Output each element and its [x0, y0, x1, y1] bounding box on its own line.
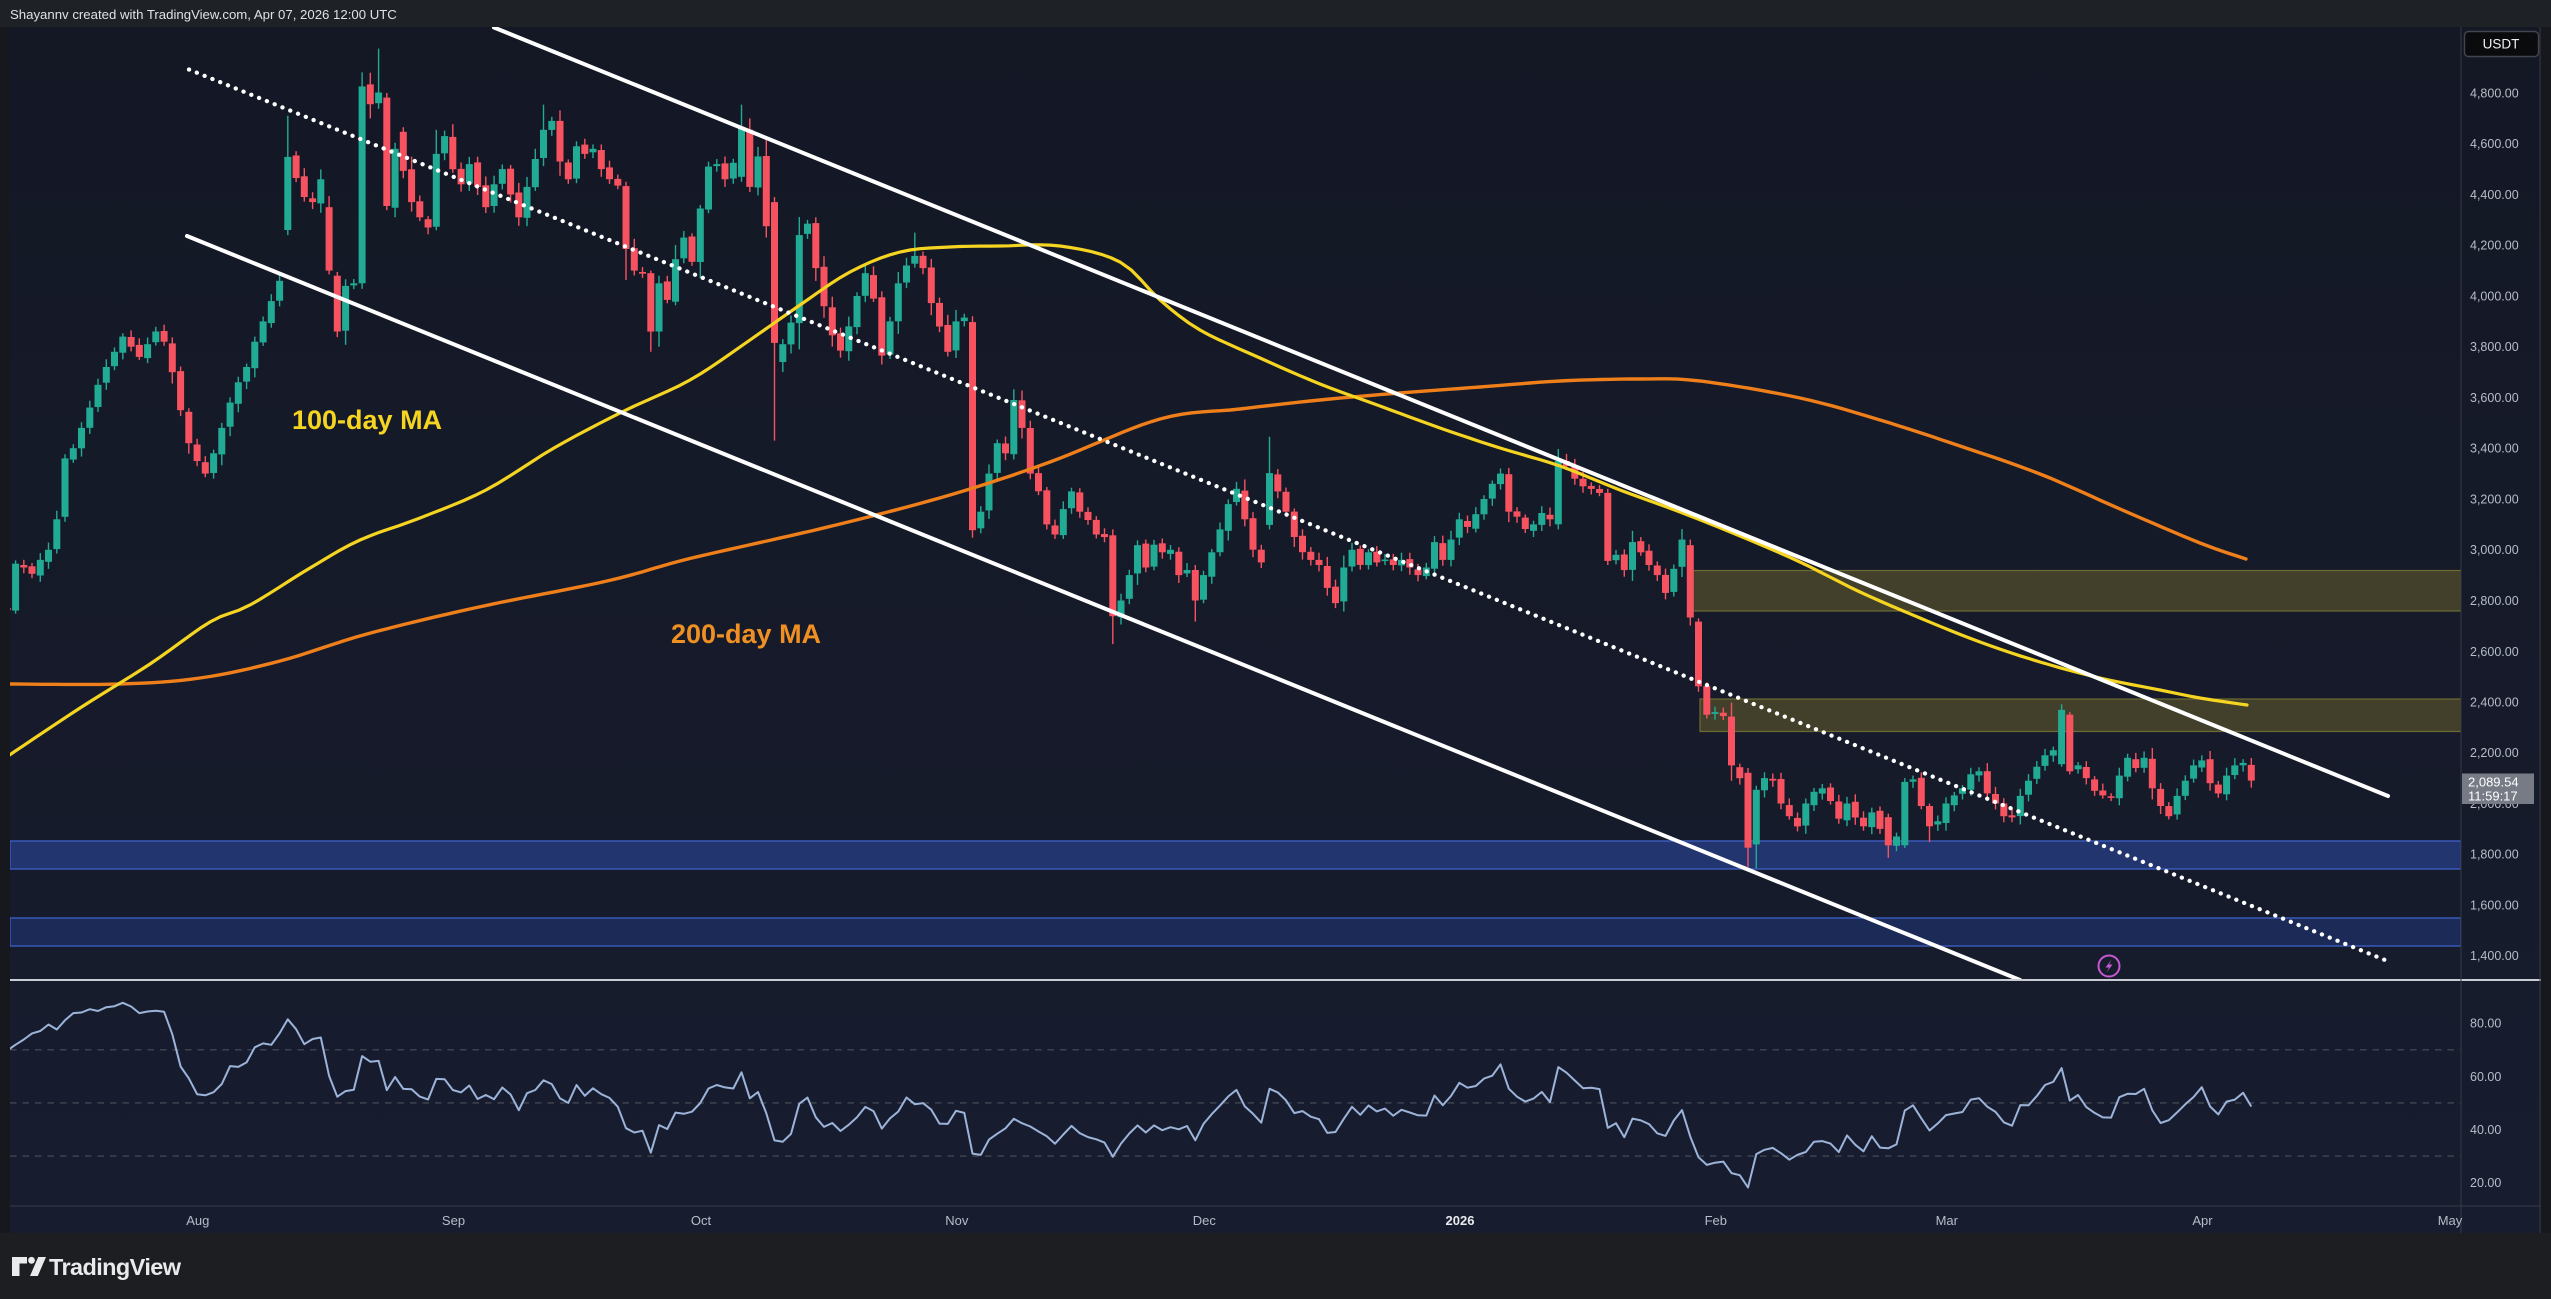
- svg-text:USDT: USDT: [2483, 37, 2520, 52]
- svg-text:100-day MA: 100-day MA: [292, 405, 442, 435]
- svg-text:4,200.00: 4,200.00: [2470, 239, 2519, 253]
- svg-text:2,600.00: 2,600.00: [2470, 645, 2519, 659]
- svg-text:Oct: Oct: [691, 1213, 712, 1228]
- svg-text:4,400.00: 4,400.00: [2470, 188, 2519, 202]
- svg-text:Dec: Dec: [1193, 1213, 1217, 1228]
- svg-text:Shayannv created with TradingV: Shayannv created with TradingView.com, A…: [10, 7, 397, 22]
- svg-text:20.00: 20.00: [2470, 1176, 2501, 1190]
- svg-text:3,000.00: 3,000.00: [2470, 543, 2519, 557]
- svg-text:Mar: Mar: [1936, 1213, 1959, 1228]
- svg-text:Aug: Aug: [186, 1213, 209, 1228]
- svg-text:May: May: [2438, 1213, 2463, 1228]
- svg-text:3,400.00: 3,400.00: [2470, 442, 2519, 456]
- svg-text:2,800.00: 2,800.00: [2470, 594, 2519, 608]
- svg-text:80.00: 80.00: [2470, 1017, 2501, 1031]
- svg-text:60.00: 60.00: [2470, 1070, 2501, 1084]
- svg-text:40.00: 40.00: [2470, 1123, 2501, 1137]
- svg-text:1,400.00: 1,400.00: [2470, 949, 2519, 963]
- svg-text:3,200.00: 3,200.00: [2470, 493, 2519, 507]
- svg-text:Apr: Apr: [2192, 1213, 2213, 1228]
- svg-text:200-day MA: 200-day MA: [671, 619, 821, 649]
- svg-text:2,200.00: 2,200.00: [2470, 746, 2519, 760]
- svg-text:2,089.54: 2,089.54: [2468, 775, 2519, 790]
- svg-text:Sep: Sep: [442, 1213, 465, 1228]
- svg-text:1,600.00: 1,600.00: [2470, 899, 2519, 913]
- svg-text:Nov: Nov: [945, 1213, 969, 1228]
- svg-text:Feb: Feb: [1705, 1213, 1727, 1228]
- svg-text:4,800.00: 4,800.00: [2470, 87, 2519, 101]
- svg-text:TradingView: TradingView: [49, 1254, 182, 1280]
- svg-text:4,600.00: 4,600.00: [2470, 137, 2519, 151]
- svg-text:3,600.00: 3,600.00: [2470, 391, 2519, 405]
- svg-text:11:59:17: 11:59:17: [2468, 789, 2518, 804]
- svg-text:1,800.00: 1,800.00: [2470, 848, 2519, 862]
- svg-text:3,800.00: 3,800.00: [2470, 340, 2519, 354]
- svg-text:2,400.00: 2,400.00: [2470, 696, 2519, 710]
- svg-text:4,000.00: 4,000.00: [2470, 290, 2519, 304]
- svg-text:2026: 2026: [1446, 1213, 1475, 1228]
